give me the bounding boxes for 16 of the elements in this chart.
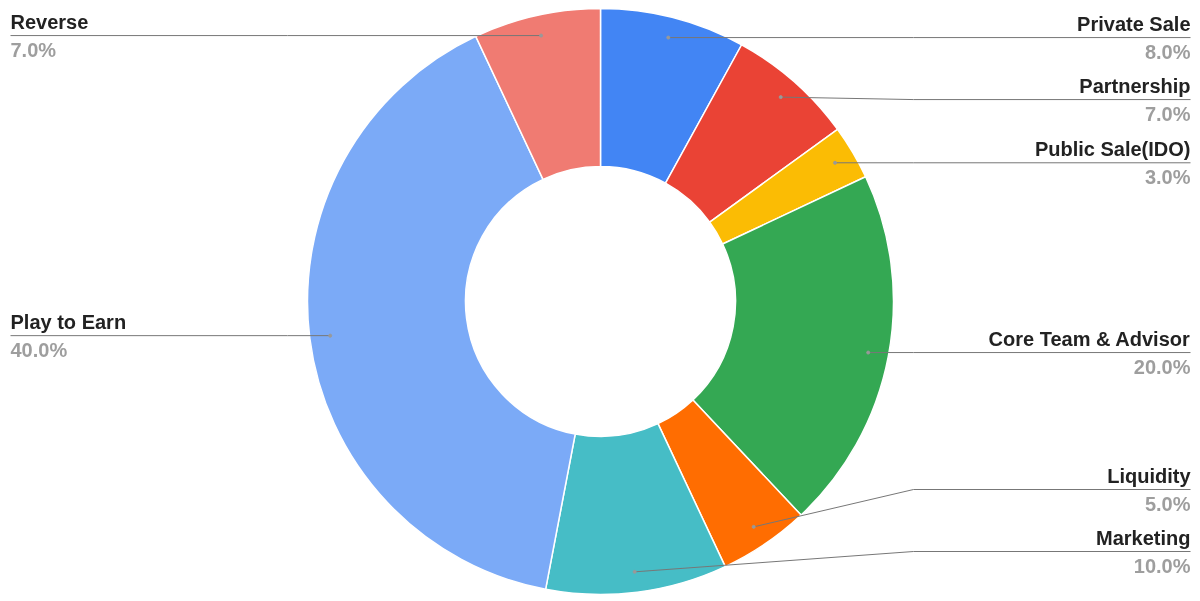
slice-label: Private Sale bbox=[1077, 12, 1191, 35]
slice-label: Liquidity bbox=[1107, 464, 1192, 487]
slice-label: Play to Earn bbox=[10, 310, 127, 333]
slice-label: Public Sale(IDO) bbox=[1034, 137, 1191, 160]
slice-label: Partnership bbox=[1079, 74, 1191, 97]
data-label: 40.0% bbox=[10, 338, 68, 361]
slice-label: Core Team & Advisor bbox=[988, 327, 1190, 350]
data-label: 7.0% bbox=[10, 38, 57, 61]
data-label: 7.0% bbox=[1144, 102, 1191, 125]
data-label: 5.0% bbox=[1144, 492, 1191, 515]
data-label: 8.0% bbox=[1144, 40, 1191, 63]
slice-label: Reverse bbox=[10, 10, 89, 33]
slice-label: Marketing bbox=[1096, 526, 1191, 549]
data-label: 10.0% bbox=[1133, 554, 1191, 577]
data-label: 3.0% bbox=[1144, 165, 1191, 188]
data-label: 20.0% bbox=[1133, 355, 1191, 378]
